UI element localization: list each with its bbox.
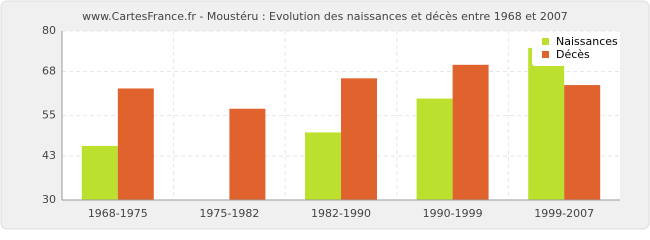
y-tick-label: 55 — [42, 109, 56, 122]
legend-label: Naissances — [556, 35, 618, 48]
bar — [305, 132, 341, 200]
x-tick-label: 1975-1982 — [199, 207, 259, 220]
y-tick-label: 68 — [42, 65, 56, 78]
legend-label: Décès — [556, 48, 590, 61]
chart: www.CartesFrance.fr - Moustéru : Evoluti… — [0, 0, 650, 230]
bar — [117, 88, 154, 200]
bar — [416, 98, 453, 200]
bar — [229, 108, 266, 200]
x-tick-label: 1990-1999 — [423, 207, 483, 220]
legend-box — [532, 32, 618, 66]
legend-swatch — [542, 51, 549, 58]
x-tick-label: 1982-1990 — [311, 207, 371, 220]
legend-swatch — [542, 38, 549, 45]
y-tick-label: 80 — [42, 24, 56, 37]
bar — [81, 145, 118, 200]
bar — [528, 47, 565, 201]
y-tick-label: 43 — [42, 149, 56, 162]
x-tick-label: 1999-2007 — [534, 207, 594, 220]
bar — [341, 78, 377, 200]
bar — [452, 64, 489, 200]
chart-title: www.CartesFrance.fr - Moustéru : Evoluti… — [82, 10, 568, 23]
bar — [564, 85, 601, 200]
y-tick-label: 30 — [42, 193, 56, 206]
x-tick-label: 1968-1975 — [88, 207, 148, 220]
